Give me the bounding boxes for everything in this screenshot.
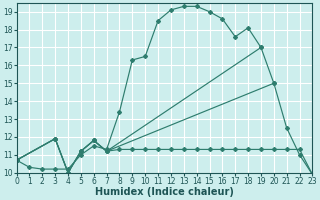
X-axis label: Humidex (Indice chaleur): Humidex (Indice chaleur): [95, 187, 234, 197]
